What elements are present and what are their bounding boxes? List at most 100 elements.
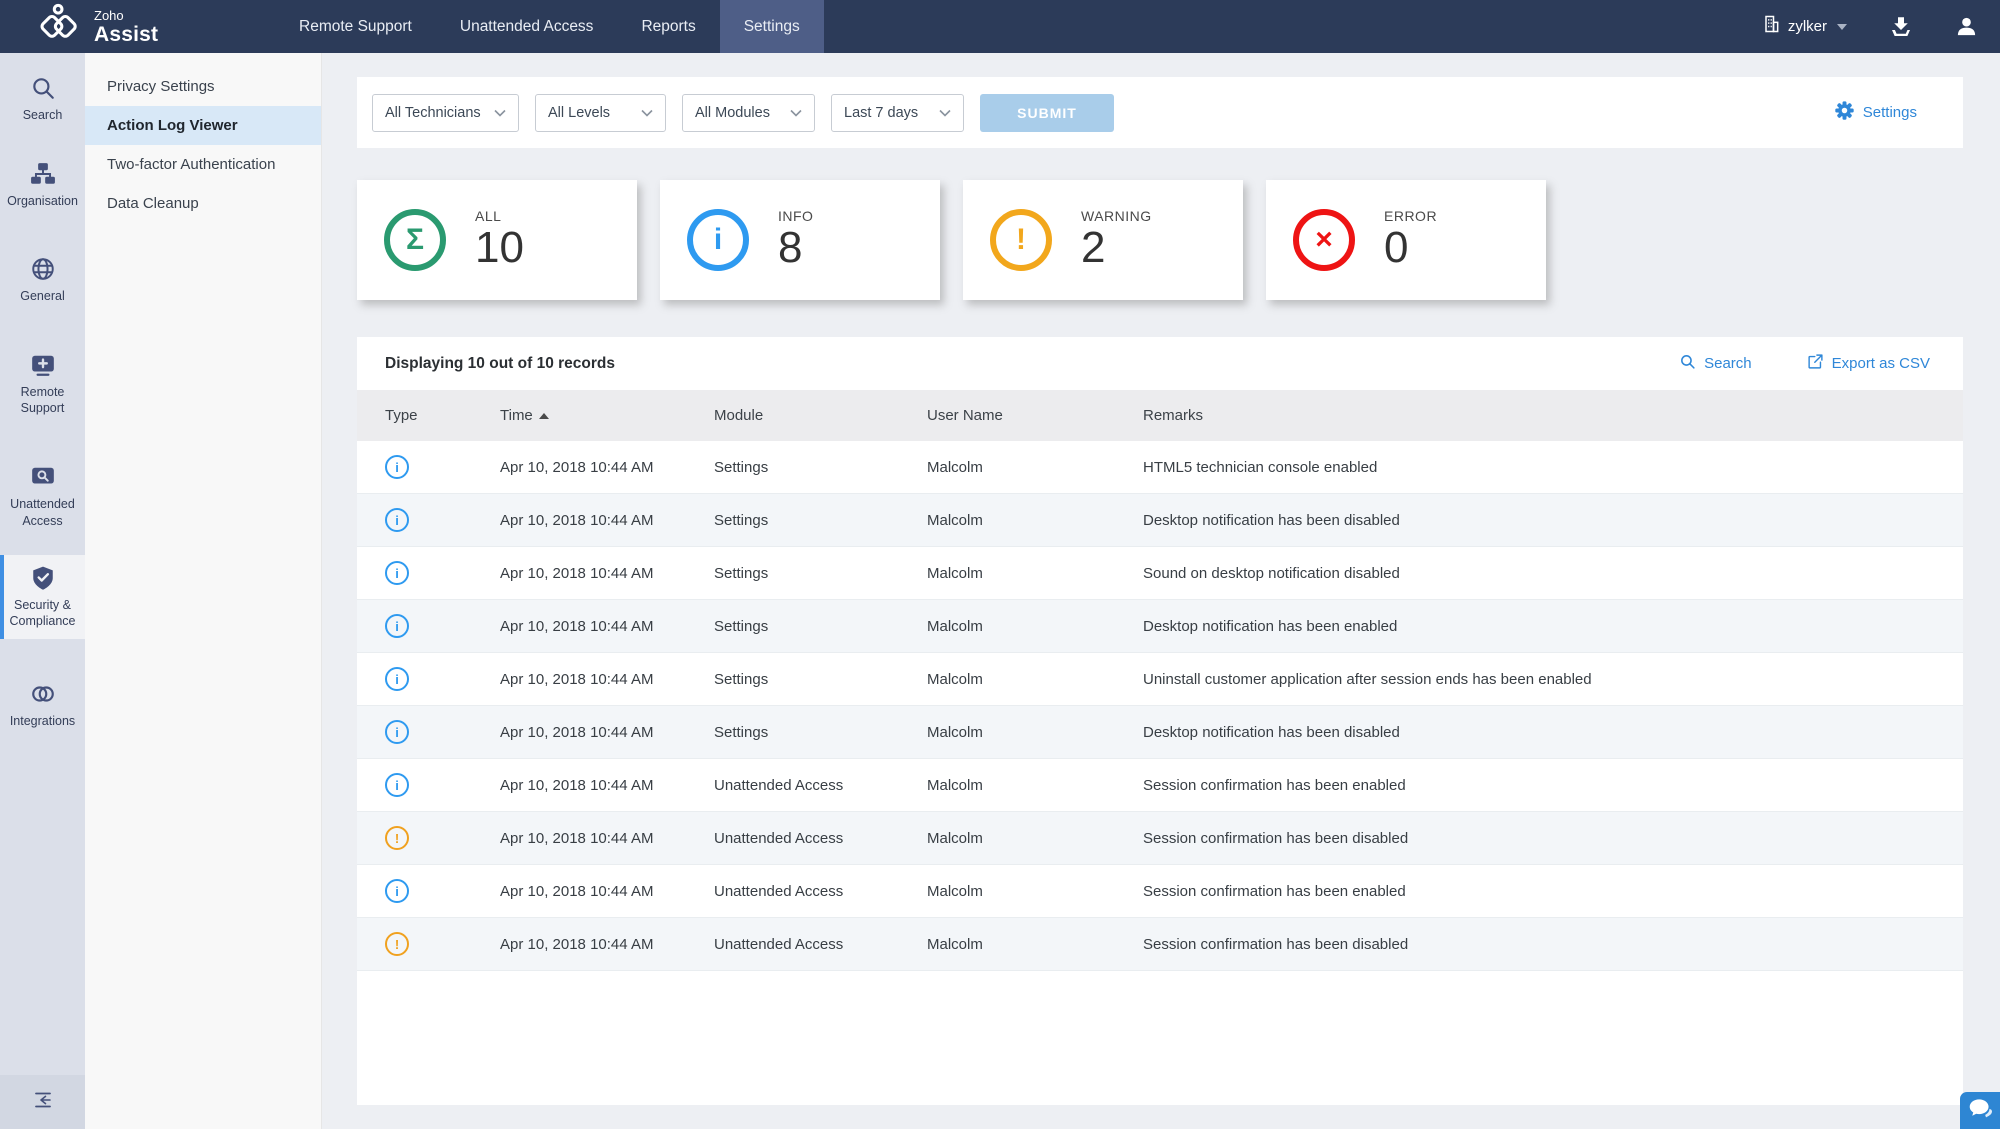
tab-settings[interactable]: Settings — [719, 0, 824, 53]
export-csv-link[interactable]: Export as CSV — [1807, 353, 1930, 374]
collapse-icon — [31, 1089, 55, 1116]
integrations-rings-icon — [30, 681, 56, 707]
error-icon: × — [1293, 209, 1355, 271]
settings-submenu: Privacy Settings Action Log Viewer Two-f… — [85, 53, 322, 1129]
tab-reports[interactable]: Reports — [641, 17, 696, 35]
sidebar-item-integrations[interactable]: Integrations — [0, 671, 85, 739]
action-log-table-panel: Displaying 10 out of 10 records Search — [357, 337, 1963, 1105]
downloads-button[interactable] — [1889, 15, 1913, 39]
date-range-dropdown[interactable]: Last 7 days — [831, 93, 964, 132]
card-label: WARNING — [1081, 208, 1152, 225]
account-switcher[interactable]: zylker — [1761, 14, 1847, 39]
sidebar-item-security-compliance[interactable]: Security & Compliance — [0, 554, 85, 640]
records-status: Displaying 10 out of 10 records — [385, 354, 615, 372]
menu-item-privacy-settings[interactable]: Privacy Settings — [107, 78, 215, 95]
summary-cards: Σ ALL 10 i INFO 8 ! WARNING — [357, 180, 1963, 300]
card-label: ALL — [475, 208, 502, 225]
submit-button[interactable]: SUBMIT — [980, 93, 1114, 132]
cell-remarks: Session confirmation has been enabled — [1143, 776, 1406, 794]
chat-support-button[interactable] — [1960, 1092, 2000, 1129]
cell-user: Malcolm — [927, 935, 983, 953]
cell-remarks: Uninstall customer application after ses… — [1143, 670, 1592, 688]
cell-time: Apr 10, 2018 10:44 AM — [500, 670, 654, 688]
cell-remarks: Session confirmation has been enabled — [1143, 882, 1406, 900]
card-count: 8 — [778, 223, 803, 273]
cell-remarks: Sound on desktop notification disabled — [1143, 564, 1400, 582]
card-all[interactable]: Σ ALL 10 — [357, 180, 637, 300]
levels-dropdown[interactable]: All Levels — [535, 93, 666, 132]
cell-module: Settings — [714, 458, 769, 476]
header-remarks[interactable]: Remarks — [1143, 407, 1204, 424]
tab-remote-support[interactable]: Remote Support — [299, 17, 412, 35]
monitor-plus-icon — [30, 352, 56, 378]
sidebar-item-search[interactable]: Search — [0, 65, 85, 133]
warning-icon: ! — [385, 932, 409, 956]
cell-time: Apr 10, 2018 10:44 AM — [500, 617, 654, 635]
cell-module: Settings — [714, 723, 769, 741]
export-icon — [1807, 353, 1824, 374]
user-profile-button[interactable] — [1955, 15, 1978, 38]
menu-item-two-factor-authentication[interactable]: Two-factor Authentication — [107, 156, 276, 173]
account-name: zylker — [1787, 18, 1827, 35]
search-icon — [30, 75, 56, 101]
info-icon: i — [385, 879, 409, 903]
card-label: INFO — [778, 208, 814, 225]
chevron-down-icon — [939, 109, 951, 117]
menu-item-action-log-viewer[interactable]: Action Log Viewer — [85, 106, 321, 145]
header-user-name[interactable]: User Name — [927, 407, 1003, 424]
card-label: ERROR — [1384, 208, 1438, 225]
cell-time: Apr 10, 2018 10:44 AM — [500, 882, 654, 900]
cell-time: Apr 10, 2018 10:44 AM — [500, 564, 654, 582]
table-body: i Apr 10, 2018 10:44 AM Settings Malcolm… — [357, 441, 1963, 971]
cell-time: Apr 10, 2018 10:44 AM — [500, 723, 654, 741]
card-info[interactable]: i INFO 8 — [660, 180, 940, 300]
menu-item-data-cleanup[interactable]: Data Cleanup — [107, 195, 199, 212]
cell-module: Settings — [714, 511, 769, 529]
info-icon: i — [687, 209, 749, 271]
info-icon: i — [385, 508, 409, 532]
cell-module: Settings — [714, 617, 769, 635]
brand-zoho: Zoho — [94, 7, 124, 23]
org-chart-icon — [30, 161, 56, 187]
globe-icon — [30, 256, 56, 282]
header-time[interactable]: Time — [500, 407, 714, 424]
header-module[interactable]: Module — [714, 407, 764, 424]
sidebar-item-remote-support[interactable]: Remote Support — [0, 342, 85, 427]
assist-logo-icon — [38, 3, 84, 50]
cell-user: Malcolm — [927, 829, 983, 847]
card-count: 10 — [475, 223, 524, 273]
table-search-link[interactable]: Search — [1679, 353, 1752, 374]
collapse-sidebar-button[interactable] — [0, 1075, 85, 1129]
tab-unattended-access[interactable]: Unattended Access — [459, 17, 594, 35]
card-error[interactable]: × ERROR 0 — [1266, 180, 1546, 300]
cell-remarks: HTML5 technician console enabled — [1143, 458, 1378, 476]
cell-remarks: Desktop notification has been disabled — [1143, 723, 1400, 741]
main-nav-tabs: Remote Support Unattended Access Reports… — [275, 0, 824, 53]
chevron-down-icon — [1837, 23, 1847, 30]
sigma-icon: Σ — [384, 209, 446, 271]
info-icon: i — [385, 773, 409, 797]
chevron-down-icon — [494, 109, 506, 117]
modules-dropdown[interactable]: All Modules — [682, 93, 815, 132]
technicians-dropdown[interactable]: All Technicians — [372, 93, 519, 132]
search-icon — [1679, 353, 1696, 374]
header-type[interactable]: Type — [385, 407, 418, 424]
cell-user: Malcolm — [927, 617, 983, 635]
top-navigation: Zoho Assist Remote Support Unattended Ac… — [0, 0, 2000, 53]
card-warning[interactable]: ! WARNING 2 — [963, 180, 1243, 300]
sidebar-item-unattended-access[interactable]: Unattended Access — [0, 454, 85, 539]
cell-module: Settings — [714, 670, 769, 688]
log-table-row: i Apr 10, 2018 10:44 AM Settings Malcolm… — [357, 441, 1963, 494]
log-table-row: ! Apr 10, 2018 10:44 AM Unattended Acces… — [357, 918, 1963, 971]
log-table-row: i Apr 10, 2018 10:44 AM Unattended Acces… — [357, 865, 1963, 918]
log-settings-link[interactable]: Settings — [1834, 100, 1917, 125]
sidebar-item-general[interactable]: General — [0, 246, 85, 314]
main-content: All Technicians All Levels All Modules L… — [322, 53, 2000, 1129]
log-table-row: i Apr 10, 2018 10:44 AM Settings Malcolm… — [357, 494, 1963, 547]
cell-user: Malcolm — [927, 776, 983, 794]
cell-module: Unattended Access — [714, 776, 844, 794]
sidebar-item-organisation[interactable]: Organisation — [0, 151, 85, 219]
cell-module: Unattended Access — [714, 829, 844, 847]
cell-module: Unattended Access — [714, 935, 844, 953]
zoho-assist-logo[interactable]: Zoho Assist — [0, 0, 230, 53]
